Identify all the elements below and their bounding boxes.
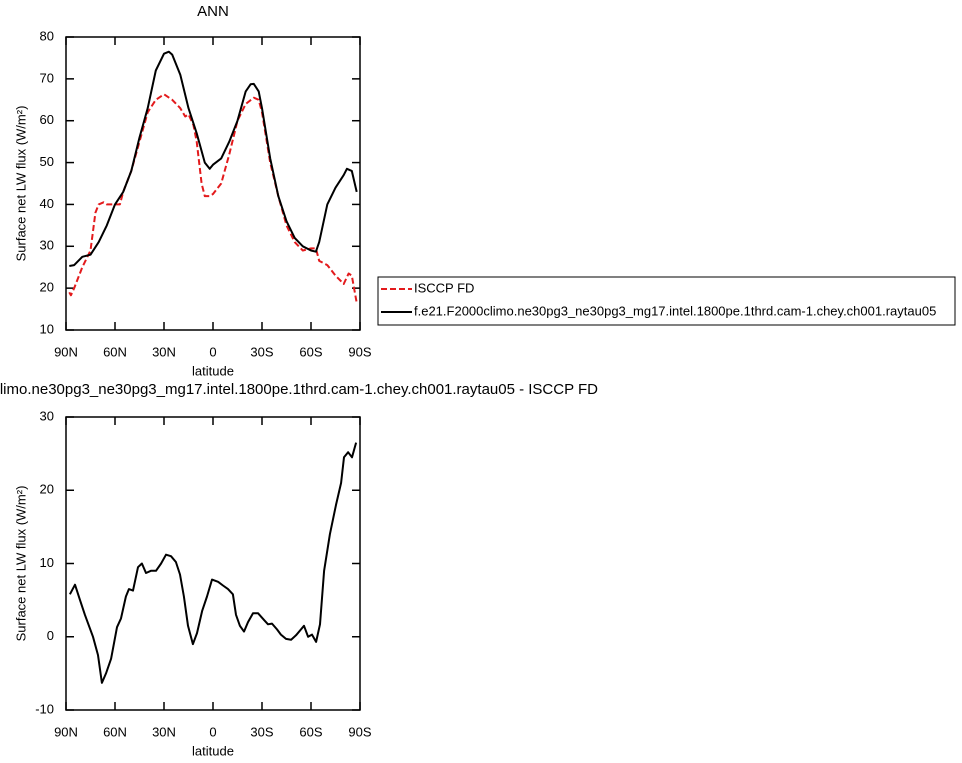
x-tick-label: 90N bbox=[54, 724, 78, 739]
y-tick-label: 80 bbox=[40, 28, 54, 43]
x-tick-label: 30N bbox=[152, 724, 176, 739]
plot-frame bbox=[65, 36, 361, 331]
x-axis-label: latitude bbox=[192, 743, 234, 758]
x-tick-label: 60N bbox=[103, 724, 127, 739]
x-tick-label: 90S bbox=[348, 724, 371, 739]
chart-title: ANN bbox=[197, 3, 229, 20]
y-tick-label: 10 bbox=[40, 555, 54, 570]
legend-label: f.e21.F2000climo.ne30pg3_ne30pg3_mg17.in… bbox=[414, 303, 936, 318]
x-tick-label: 90N bbox=[54, 344, 78, 359]
y-axis-label: Surface net LW flux (W/m²) bbox=[13, 106, 28, 262]
y-axis-label: Surface net LW flux (W/m²) bbox=[13, 486, 28, 642]
data-line bbox=[68, 93, 358, 303]
y-tick-label: 50 bbox=[40, 154, 54, 169]
y-tick-label: 0 bbox=[47, 628, 54, 643]
data-line bbox=[69, 442, 358, 684]
x-tick-label: 30S bbox=[250, 724, 273, 739]
legend-box bbox=[377, 276, 956, 326]
x-tick-label: 0 bbox=[209, 344, 216, 359]
x-tick-label: 60N bbox=[103, 344, 127, 359]
y-tick-label: -10 bbox=[35, 701, 54, 716]
y-tick-label: 20 bbox=[40, 482, 54, 497]
y-tick-label: 20 bbox=[40, 280, 54, 295]
y-tick-label: 30 bbox=[40, 238, 54, 253]
x-tick-label: 30N bbox=[152, 344, 176, 359]
y-tick-label: 70 bbox=[40, 70, 54, 85]
chart-title: f.e21.F2000climo.ne30pg3_ne30pg3_mg17.in… bbox=[0, 381, 598, 398]
x-tick-label: 90S bbox=[348, 344, 371, 359]
x-tick-label: 60S bbox=[299, 344, 322, 359]
legend-label: ISCCP FD bbox=[414, 280, 474, 295]
x-tick-label: 0 bbox=[209, 724, 216, 739]
x-tick-label: 30S bbox=[250, 344, 273, 359]
y-tick-label: 60 bbox=[40, 112, 54, 127]
y-tick-label: 10 bbox=[40, 321, 54, 336]
x-tick-label: 60S bbox=[299, 724, 322, 739]
y-tick-label: 40 bbox=[40, 196, 54, 211]
x-axis-label: latitude bbox=[192, 363, 234, 378]
plot-frame bbox=[65, 416, 361, 711]
data-line bbox=[69, 50, 358, 267]
y-tick-label: 30 bbox=[40, 408, 54, 423]
